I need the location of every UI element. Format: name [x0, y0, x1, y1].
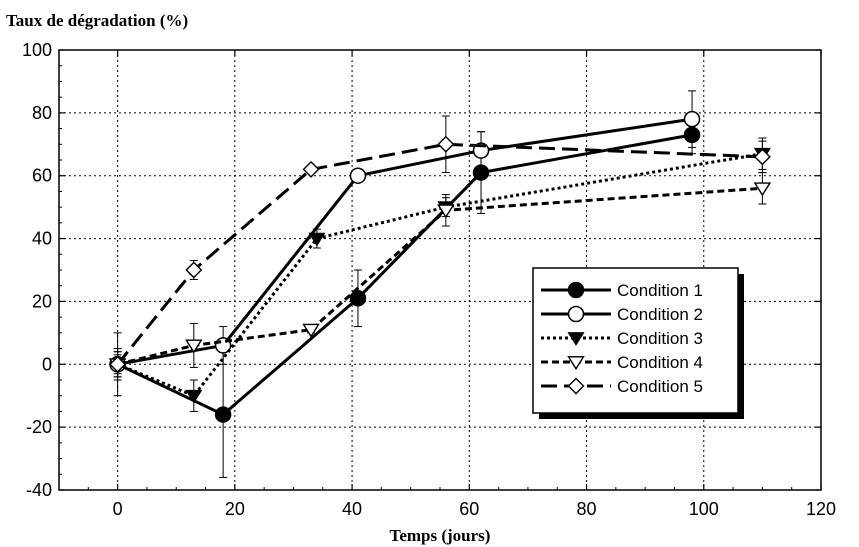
legend-box: [532, 267, 739, 414]
x-tick-label: 100: [689, 499, 719, 519]
data-point: [185, 389, 203, 404]
legend-marker: [567, 332, 585, 346]
legend-entry: Condition 1: [617, 281, 703, 300]
x-tick-label: 60: [459, 499, 479, 519]
y-tick-label: 60: [32, 166, 52, 186]
legend-entry: Condition 4: [617, 353, 703, 372]
y-tick-label: 40: [32, 229, 52, 249]
data-point: [308, 232, 326, 247]
y-tick-label: 100: [22, 40, 52, 60]
data-point: [753, 148, 771, 166]
series-line: [116, 142, 763, 366]
y-tick-label: -40: [26, 480, 52, 500]
data-point: [349, 290, 367, 307]
x-tick-label: 0: [113, 499, 123, 519]
legend-entry: Condition 3: [617, 329, 703, 348]
data-point: [349, 167, 367, 184]
data-point: [683, 110, 701, 128]
legend-marker: [567, 377, 585, 395]
legend-entry: Condition 2: [617, 305, 703, 324]
series-1: [109, 115, 701, 478]
data-point: [185, 261, 203, 279]
data-point: [302, 323, 320, 338]
y-tick-label: 0: [42, 354, 52, 374]
data-point: [437, 204, 455, 219]
x-tick-label: 40: [342, 499, 362, 519]
data-point: [109, 355, 127, 373]
data-point: [214, 406, 232, 423]
legend-marker: [567, 281, 585, 299]
y-tick-label: 20: [32, 291, 52, 311]
series-5: [109, 115, 771, 375]
axes: -40 -20 0 20 40 60 80 100 0 20 40 60 80 100 120: [22, 40, 836, 519]
y-axis-title: Taux de dégradation (%): [6, 11, 188, 30]
legend-marker: [567, 305, 585, 323]
data-point: [753, 182, 772, 197]
y-tick-label: 80: [32, 103, 52, 123]
data-point: [437, 135, 455, 153]
x-tick-label: 80: [577, 499, 597, 519]
y-tick-label: -20: [26, 417, 52, 437]
x-axis-title: Temps (jours): [390, 526, 491, 545]
data-point: [185, 339, 203, 354]
legend-entry: Condition 5: [617, 377, 703, 396]
legend: Condition 1 Condition 2 Condition 3 Conditi…: [532, 267, 744, 419]
plot-area: [108, 90, 772, 478]
legend-marker: [567, 356, 585, 371]
data-point: [302, 160, 320, 178]
x-tick-label: 120: [806, 499, 836, 519]
x-tick-label: 20: [225, 499, 245, 519]
